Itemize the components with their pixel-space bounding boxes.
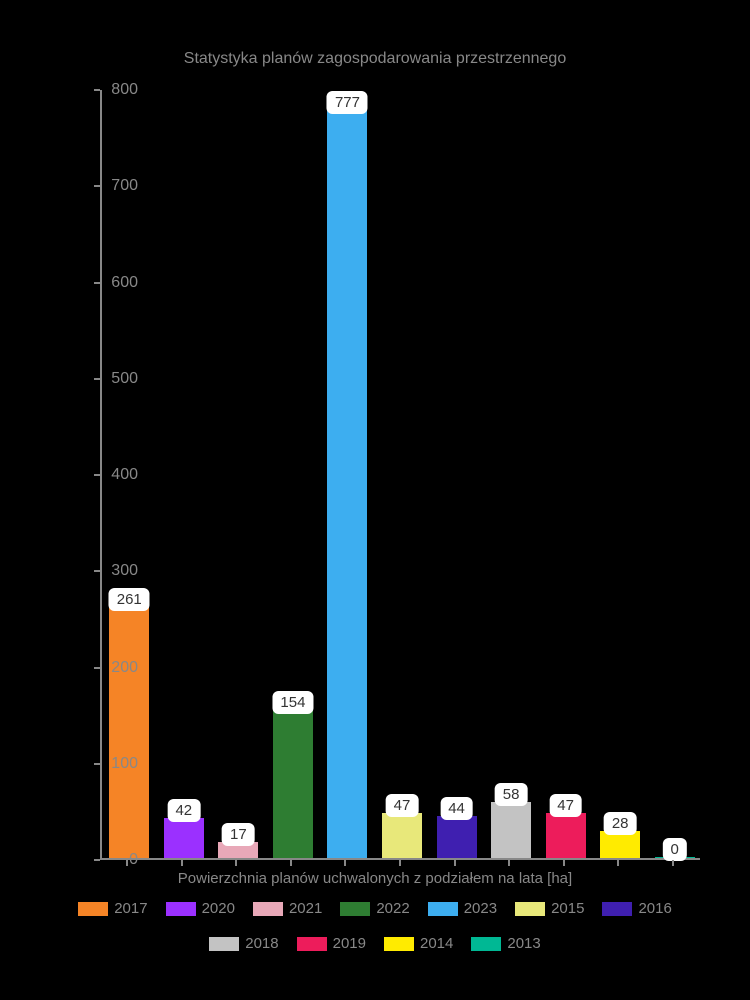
y-tick-label: 300 <box>111 562 138 580</box>
legend-item: 2023 <box>428 900 497 917</box>
bar <box>327 110 367 858</box>
x-tick <box>672 860 674 866</box>
y-tick-label: 100 <box>111 755 138 773</box>
x-tick <box>399 860 401 866</box>
bar <box>437 816 477 858</box>
chart-title: Statystyka planów zagospodarowania przes… <box>0 50 750 68</box>
bar-value-label: 47 <box>549 794 582 817</box>
legend-label: 2016 <box>638 900 671 917</box>
y-tick <box>94 474 100 476</box>
bar <box>491 802 531 858</box>
bar <box>164 818 204 858</box>
legend-item: 2014 <box>384 935 453 952</box>
legend-item: 2018 <box>209 935 278 952</box>
y-tick-label: 700 <box>111 177 138 195</box>
bar-chart: Statystyka planów zagospodarowania przes… <box>0 0 750 1000</box>
y-tick-label: 800 <box>111 81 138 99</box>
y-tick-label: 500 <box>111 370 138 388</box>
legend-swatch <box>340 902 370 916</box>
y-tick <box>94 859 100 861</box>
y-tick <box>94 667 100 669</box>
y-tick <box>94 378 100 380</box>
x-tick <box>454 860 456 866</box>
y-tick <box>94 185 100 187</box>
bar-value-label: 47 <box>386 794 419 817</box>
legend-swatch <box>209 937 239 951</box>
x-axis-label: Powierzchnia planów uchwalonych z podzia… <box>0 870 750 887</box>
legend-swatch <box>384 937 414 951</box>
legend-label: 2015 <box>551 900 584 917</box>
legend-swatch <box>471 937 501 951</box>
y-tick <box>94 763 100 765</box>
legend-label: 2021 <box>289 900 322 917</box>
y-tick <box>94 89 100 91</box>
y-tick <box>94 570 100 572</box>
legend-label: 2022 <box>376 900 409 917</box>
y-tick-label: 0 <box>129 851 138 869</box>
bar-value-label: 154 <box>272 691 313 714</box>
x-tick <box>344 860 346 866</box>
legend-label: 2017 <box>114 900 147 917</box>
y-tick-label: 400 <box>111 466 138 484</box>
legend-swatch <box>428 902 458 916</box>
legend-label: 2019 <box>333 935 366 952</box>
x-tick <box>181 860 183 866</box>
bar <box>546 813 586 858</box>
bar <box>273 710 313 858</box>
x-tick <box>617 860 619 866</box>
legend-item: 2022 <box>340 900 409 917</box>
legend-label: 2020 <box>202 900 235 917</box>
legend-swatch <box>253 902 283 916</box>
legend-swatch <box>78 902 108 916</box>
bar-value-label: 42 <box>167 799 200 822</box>
legend-swatch <box>515 902 545 916</box>
x-tick <box>563 860 565 866</box>
bar <box>600 831 640 858</box>
legend-item: 2020 <box>166 900 235 917</box>
bar <box>382 813 422 858</box>
legend-label: 2018 <box>245 935 278 952</box>
legend-item: 2019 <box>297 935 366 952</box>
bar-value-label: 58 <box>495 783 528 806</box>
legend-swatch <box>602 902 632 916</box>
legend-item: 2021 <box>253 900 322 917</box>
legend-label: 2014 <box>420 935 453 952</box>
bar-value-label: 0 <box>663 838 687 861</box>
x-tick <box>508 860 510 866</box>
plot-area: 261 42 17 154 777 47 44 58 47 28 0 <box>100 90 700 860</box>
legend-item: 2013 <box>471 935 540 952</box>
bar-value-label: 261 <box>109 588 150 611</box>
legend: 2017 2020 2021 2022 2023 2015 2016 2018 2019 2014… <box>0 900 750 952</box>
legend-swatch <box>297 937 327 951</box>
x-tick <box>126 860 128 866</box>
legend-item: 2016 <box>602 900 671 917</box>
bar-value-label: 17 <box>222 823 255 846</box>
bar-value-label: 28 <box>604 812 637 835</box>
bar <box>109 607 149 858</box>
legend-swatch <box>166 902 196 916</box>
y-tick-label: 200 <box>111 659 138 677</box>
x-tick <box>290 860 292 866</box>
x-tick <box>235 860 237 866</box>
y-tick-label: 600 <box>111 274 138 292</box>
legend-item: 2017 <box>78 900 147 917</box>
legend-label: 2023 <box>464 900 497 917</box>
bar-value-label: 44 <box>440 797 473 820</box>
bar-value-label: 777 <box>327 91 368 114</box>
legend-item: 2015 <box>515 900 584 917</box>
legend-label: 2013 <box>507 935 540 952</box>
y-tick <box>94 282 100 284</box>
